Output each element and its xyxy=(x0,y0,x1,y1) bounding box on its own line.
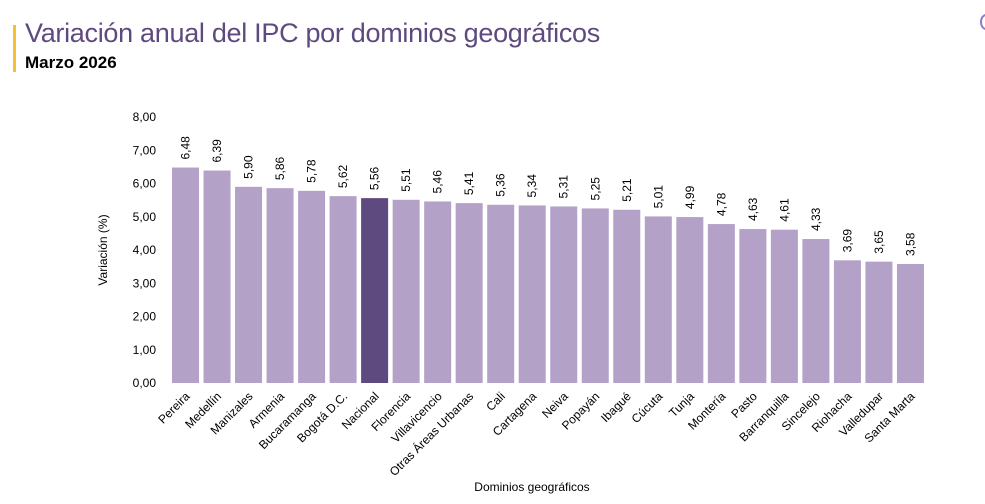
y-tick-label: 4,00 xyxy=(133,243,157,257)
value-label: 5,34 xyxy=(525,174,539,198)
bar-cali xyxy=(487,204,515,383)
page-subtitle: Marzo 2026 xyxy=(25,53,117,72)
bar-medellín xyxy=(203,170,231,383)
x-axis-label: Dominios geográficos xyxy=(474,480,589,494)
bar-barranquilla xyxy=(770,229,798,383)
bar-bogotá-d-c- xyxy=(329,196,357,383)
bar-pereira xyxy=(172,167,199,383)
bar-pasto xyxy=(739,229,767,383)
page-title: Variación anual del IPC por dominios geo… xyxy=(25,18,600,48)
y-tick-label: 1,00 xyxy=(133,343,157,357)
value-label: 5,46 xyxy=(431,170,445,194)
y-tick-label: 2,00 xyxy=(133,310,157,324)
bar-riohacha xyxy=(833,260,861,383)
bar-nacional xyxy=(361,198,389,383)
bar-santa-marta xyxy=(896,263,924,383)
y-axis-label: Variación (%) xyxy=(96,214,110,285)
bar-otras-áreas-urbanas xyxy=(455,203,483,383)
value-label: 5,36 xyxy=(494,173,508,197)
value-label: 4,61 xyxy=(777,198,791,222)
value-label: 6,39 xyxy=(210,139,224,163)
bar-ibagué xyxy=(613,209,641,383)
value-label: 5,56 xyxy=(368,166,382,190)
bar-montería xyxy=(707,224,735,383)
x-tick-label: Cali xyxy=(483,389,508,414)
value-label: 5,86 xyxy=(273,156,287,180)
value-label: 4,99 xyxy=(683,185,697,209)
y-tick-label: 6,00 xyxy=(133,177,157,191)
bar-cúcuta xyxy=(644,216,672,383)
y-tick-label: 0,00 xyxy=(133,376,157,390)
value-label: 5,31 xyxy=(557,175,571,199)
bar-armenia xyxy=(266,188,294,383)
value-label: 5,01 xyxy=(651,185,665,209)
x-tick-label: Ibagué xyxy=(598,389,634,425)
value-label: 5,62 xyxy=(336,164,350,188)
corner-indicator-icon xyxy=(980,14,985,30)
bar-valledupar xyxy=(865,261,893,383)
bar-neiva xyxy=(550,206,578,383)
bar-villavicencio xyxy=(424,201,452,383)
bar-tunja xyxy=(676,217,704,383)
value-label: 3,58 xyxy=(903,232,917,256)
value-label: 5,41 xyxy=(462,171,476,195)
title-accent-bar xyxy=(13,25,16,72)
y-tick-label: 8,00 xyxy=(133,110,157,124)
y-tick-label: 3,00 xyxy=(133,276,157,290)
value-label: 6,48 xyxy=(179,136,193,160)
x-tick-label: Cúcuta xyxy=(629,389,666,426)
value-label: 5,51 xyxy=(399,168,413,192)
value-label: 5,21 xyxy=(620,178,634,202)
value-label: 5,78 xyxy=(305,159,319,183)
bar-sincelejo xyxy=(802,239,830,383)
y-tick-label: 7,00 xyxy=(133,143,157,157)
value-label: 4,63 xyxy=(746,197,760,221)
value-label: 5,25 xyxy=(588,177,602,201)
value-label: 4,78 xyxy=(714,192,728,216)
value-label: 4,33 xyxy=(809,207,823,231)
bar-florencia xyxy=(392,199,420,383)
bar-bucaramanga xyxy=(298,190,326,383)
value-label: 5,90 xyxy=(242,155,256,179)
bar-popayán xyxy=(581,208,609,383)
y-tick-label: 5,00 xyxy=(133,210,157,224)
value-label: 3,65 xyxy=(872,230,886,254)
bar-manizales xyxy=(235,186,263,383)
bar-cartagena xyxy=(518,205,546,383)
value-label: 3,69 xyxy=(840,229,854,253)
